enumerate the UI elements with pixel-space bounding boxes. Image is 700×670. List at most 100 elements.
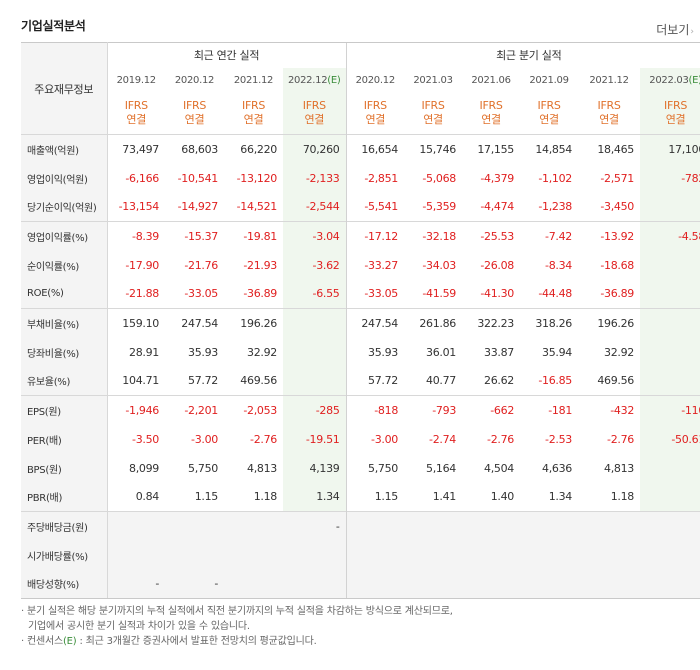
table-cell: -33.05 bbox=[184, 287, 218, 301]
table-cell: -14,927 bbox=[177, 200, 219, 214]
period-header: 2021.03 bbox=[413, 74, 453, 86]
period-header-estimate: 2022.12(E) bbox=[283, 67, 347, 93]
row-label: 영업이익률(%) bbox=[21, 221, 108, 251]
table-cell: 1.15 bbox=[345, 482, 405, 512]
table-cell: 1.18 bbox=[253, 490, 278, 504]
ifrs-header: IFRS 연결 bbox=[242, 99, 265, 127]
table-cell: 0.84 bbox=[135, 490, 160, 504]
table-row: EPS(원) -1,946 -2,201 -2,053 -285 -818 -793 -662… bbox=[21, 395, 700, 425]
table-row: 배당성향(%) - - bbox=[21, 569, 700, 599]
table-cell: -3,450 bbox=[600, 200, 635, 214]
table-cell bbox=[224, 511, 283, 541]
table-cell: 26.62 bbox=[484, 374, 515, 388]
row-label: 순이익률(%) bbox=[21, 250, 108, 280]
table-cell: -21.88 bbox=[125, 287, 159, 301]
table-cell: -13.92 bbox=[578, 221, 641, 251]
table-row: 주당배당금(원) - bbox=[21, 511, 700, 541]
table-cell: -1,946 bbox=[107, 395, 165, 425]
table-cell: 1.40 bbox=[490, 490, 515, 504]
table-cell: -16.85 bbox=[538, 374, 573, 388]
row-label: 당좌비율(%) bbox=[21, 337, 108, 367]
table-cell: -13,154 bbox=[118, 200, 160, 214]
table-cell: -25.53 bbox=[462, 221, 521, 251]
ifrs-header: IFRS 연결 bbox=[124, 99, 148, 127]
table-cell: -1,102 bbox=[538, 171, 573, 185]
table-cell: 40.77 bbox=[426, 374, 457, 388]
table-row: PBR(배) 0.84 1.15 1.18 1.34 1.15 1.41 1.40 1.34 1.… bbox=[21, 482, 700, 512]
footnote-1: · 분기 실적은 해당 분기까지의 누적 실적에서 직전 분기까지의 누적 실적… bbox=[21, 606, 453, 617]
table-cell: -6.55 bbox=[283, 279, 347, 309]
table-cell: -7.42 bbox=[520, 221, 579, 251]
row-label: 영업이익(억원) bbox=[21, 163, 108, 193]
table-cell bbox=[283, 337, 347, 367]
table-cell: 196.26 bbox=[224, 308, 283, 338]
table-row: 부채비율(%) 159.10 247.54 196.26 247.54 261.86 322… bbox=[21, 308, 700, 338]
table-cell: -33.27 bbox=[345, 250, 405, 280]
table-cell bbox=[640, 453, 700, 483]
quarter-group-header: 최근 분기 실적 bbox=[345, 42, 700, 68]
table-row: ROE(%) -21.88 -33.05 -36.89 -6.55 -33.05 -41.5… bbox=[21, 279, 700, 309]
table-cell: 57.72 bbox=[345, 366, 405, 396]
row-label: PER(배) bbox=[21, 424, 108, 454]
table-cell bbox=[578, 569, 641, 599]
table-cell: -41.30 bbox=[480, 287, 515, 301]
period-header: 2021.09 bbox=[529, 74, 569, 86]
table-cell: 70,260 bbox=[283, 134, 347, 164]
ifrs-header: IFRS 연결 bbox=[421, 99, 445, 127]
table-cell: 1.18 bbox=[610, 490, 635, 504]
table-cell: -662 bbox=[462, 395, 521, 425]
table-row: 시가배당률(%) bbox=[21, 540, 700, 570]
row-label: 부채비율(%) bbox=[21, 308, 108, 338]
table-cell: -2,201 bbox=[165, 395, 224, 425]
period-header: 2021.12 bbox=[233, 74, 274, 86]
table-cell: -4.58 bbox=[640, 221, 700, 251]
row-label: 매출액(억원) bbox=[21, 134, 108, 164]
table-cell: -44.48 bbox=[538, 287, 573, 301]
row-label: ROE(%) bbox=[21, 279, 108, 309]
more-link-label[interactable]: 더보기 bbox=[656, 23, 690, 37]
period-header: 2020.12 bbox=[345, 67, 405, 93]
table-cell bbox=[345, 569, 405, 599]
table-cell: 1.34 bbox=[548, 490, 573, 504]
table-cell: - bbox=[283, 511, 347, 541]
table-cell bbox=[107, 540, 165, 570]
table-cell: 104.71 bbox=[122, 374, 159, 388]
table-cell bbox=[165, 540, 224, 570]
table-cell bbox=[578, 540, 641, 570]
table-cell: -6,166 bbox=[125, 171, 159, 185]
footnote-2: · 컨센서스(E) : 최근 3개월간 증권사에서 발표한 전망치의 평균값입니… bbox=[21, 636, 317, 647]
table-cell: 196.26 bbox=[578, 308, 641, 338]
table-cell: -41.59 bbox=[422, 287, 457, 301]
table-cell: -782 bbox=[640, 163, 700, 193]
table-cell: 66,220 bbox=[224, 134, 283, 164]
table-cell: 5,164 bbox=[426, 461, 457, 475]
period-header: 2021.12 bbox=[589, 74, 629, 86]
table-cell: -5,541 bbox=[345, 192, 405, 222]
table-cell bbox=[283, 569, 347, 599]
table-cell: -19.81 bbox=[224, 221, 283, 251]
table-cell bbox=[640, 511, 700, 541]
table-cell bbox=[520, 569, 579, 599]
table-cell: 1.15 bbox=[194, 490, 219, 504]
table-row: 유보율(%) 104.71 57.72 469.56 57.72 40.77 26.62 -1… bbox=[21, 366, 700, 396]
table-cell bbox=[224, 569, 283, 599]
row-label: BPS(원) bbox=[21, 453, 108, 483]
period-header-estimate: 2022.03(E) bbox=[640, 67, 700, 93]
table-cell: 14,854 bbox=[520, 134, 579, 164]
table-cell: -3.00 bbox=[191, 432, 218, 446]
table-cell: -1,238 bbox=[538, 200, 573, 214]
table-cell: 247.54 bbox=[345, 308, 405, 338]
table-cell bbox=[283, 308, 347, 338]
more-link[interactable]: 더보기› bbox=[656, 21, 694, 38]
table-cell: -3.00 bbox=[345, 424, 405, 454]
row-label: PBR(배) bbox=[21, 482, 108, 512]
table-cell: 32.92 bbox=[247, 345, 277, 359]
table-cell: 469.56 bbox=[597, 374, 635, 388]
table-cell: 5,750 bbox=[188, 461, 218, 475]
table-cell: -13,120 bbox=[236, 171, 278, 185]
table-cell: 17,100 bbox=[640, 134, 700, 164]
table-cell bbox=[283, 540, 347, 570]
period-header: 2021.06 bbox=[471, 74, 511, 86]
table-cell bbox=[640, 337, 700, 367]
table-cell bbox=[640, 250, 700, 280]
